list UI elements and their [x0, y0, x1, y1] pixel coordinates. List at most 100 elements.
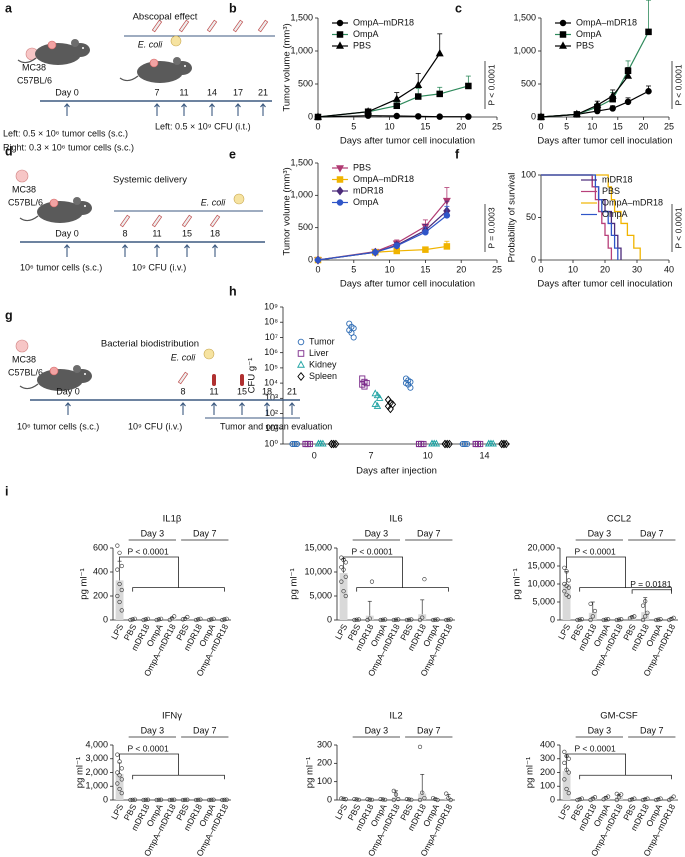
- timeline-day: 14: [207, 87, 217, 97]
- data-point: [143, 617, 148, 622]
- data-point: [441, 439, 449, 449]
- group-label: Day 7: [193, 725, 217, 735]
- y-axis-label: pg ml⁻¹: [79, 568, 90, 599]
- series-line: [317, 214, 448, 261]
- data-point: [562, 760, 567, 765]
- data-point: [392, 94, 401, 102]
- data-point: [332, 439, 340, 449]
- data-point: [566, 585, 571, 590]
- note: 10⁹ CFU (i.v.): [132, 262, 186, 272]
- legend-marker: [559, 41, 567, 49]
- y-tick-label: 10⁹: [264, 301, 278, 311]
- data-point: [409, 797, 414, 802]
- data-point: [577, 617, 582, 622]
- mouse-eye: [82, 47, 84, 49]
- diagram-title: Bacterial biodistribution: [101, 339, 199, 350]
- x-tick-label: 15: [613, 121, 623, 131]
- data-point: [396, 796, 401, 802]
- bar: [641, 799, 650, 800]
- data-point: [198, 616, 203, 621]
- p-value: P < 0.0001: [575, 546, 616, 556]
- bar: [339, 799, 348, 800]
- data-point: [211, 616, 216, 621]
- y-tick-label: 100: [540, 781, 555, 791]
- syringe: [177, 371, 189, 385]
- bacteria-dish: [233, 193, 245, 205]
- data-point: [605, 617, 611, 622]
- mouse-tail: [19, 215, 39, 222]
- y-axis-label: Probability of survival: [507, 173, 518, 263]
- data-point: [474, 440, 482, 448]
- note: 10⁶ tumor cells (s.c.): [20, 262, 102, 272]
- data-point: [380, 797, 385, 802]
- bar: [339, 572, 348, 620]
- data-point: [180, 797, 186, 803]
- x-tick-label: 40: [664, 264, 674, 274]
- diagram-title: Abscopal effect: [133, 12, 198, 23]
- data-point: [643, 614, 648, 619]
- mouse-eye: [184, 65, 186, 67]
- bar: [562, 584, 571, 620]
- syringe: [232, 19, 244, 33]
- legend-marker: [336, 31, 344, 38]
- data-point: [115, 770, 120, 775]
- data-point: [564, 786, 569, 792]
- note: 10⁹ CFU (i.v.): [128, 421, 182, 431]
- data-point: [422, 246, 429, 253]
- data-point: [393, 617, 399, 622]
- y-tick-label: 600: [93, 542, 108, 552]
- arrow: [209, 103, 215, 116]
- data-point: [328, 439, 335, 449]
- timeline-day: 11: [209, 386, 218, 396]
- data-point: [645, 88, 652, 95]
- diagram-title: Systemic delivery: [113, 175, 187, 186]
- data-point: [339, 565, 344, 570]
- arrow: [235, 103, 241, 116]
- data-point: [117, 786, 122, 792]
- data-point: [431, 617, 436, 623]
- timeline-day: 15: [237, 386, 247, 396]
- data-point: [624, 71, 633, 79]
- chart-title: IFNγ: [162, 711, 182, 722]
- legend-label: Tumor: [309, 336, 335, 346]
- data-point: [417, 797, 423, 803]
- data-point: [341, 567, 346, 572]
- data-point: [443, 212, 451, 219]
- data-point: [119, 766, 124, 771]
- mouse-ear: [73, 197, 81, 205]
- survival-curve: [541, 174, 613, 260]
- data-point: [220, 797, 225, 803]
- data-point: [352, 617, 357, 623]
- y-axis-label: pg ml⁻¹: [525, 757, 536, 788]
- panel-letter: d: [5, 144, 13, 158]
- note: 10⁶ tumor cells (s.c.): [17, 421, 99, 431]
- data-point: [158, 616, 164, 621]
- y-tick-label: 10⁷: [265, 332, 278, 342]
- data-point: [564, 569, 569, 574]
- data-point: [619, 792, 624, 797]
- data-point: [316, 439, 325, 447]
- y-tick-label: 10⁰: [264, 438, 278, 448]
- data-point: [143, 797, 148, 802]
- panel-letter: f: [455, 147, 460, 161]
- data-point: [130, 797, 135, 802]
- timeline-day: 18: [262, 386, 272, 396]
- data-point: [414, 93, 422, 100]
- data-point: [356, 797, 361, 802]
- data-point: [141, 797, 146, 803]
- data-point: [446, 617, 451, 622]
- data-point: [436, 113, 443, 120]
- y-tick-label: 400: [540, 739, 555, 749]
- data-point: [343, 574, 348, 579]
- data-point: [291, 440, 298, 448]
- data-point: [393, 112, 401, 120]
- data-point: [375, 394, 384, 401]
- y-tick-label: 5,000: [532, 596, 555, 606]
- significance-bracket: [579, 774, 672, 780]
- data-point: [183, 797, 188, 802]
- note: Tumor and organ evaluation: [220, 421, 332, 431]
- mouse-tail: [119, 75, 139, 82]
- data-point: [592, 608, 598, 614]
- data-point: [396, 617, 401, 622]
- legend-label: Kidney: [309, 359, 337, 369]
